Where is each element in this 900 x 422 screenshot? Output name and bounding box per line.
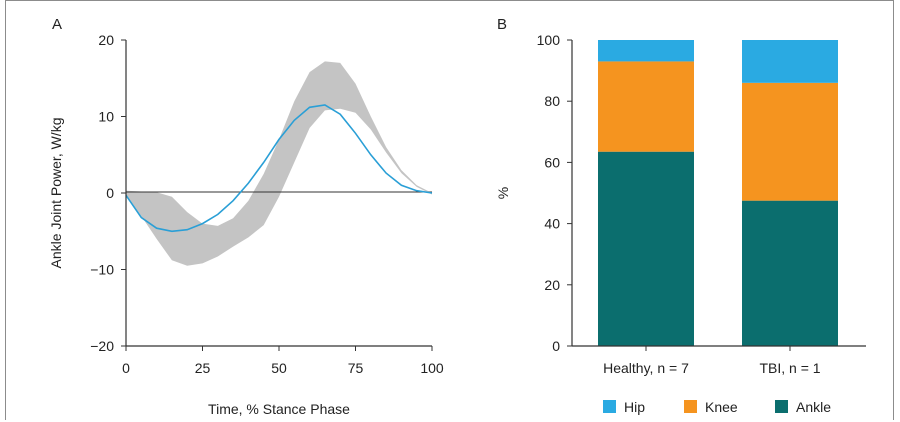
x-tick-label: 25 xyxy=(195,360,211,376)
bar-hip-1 xyxy=(742,40,838,83)
y-tick-label: −20 xyxy=(90,338,114,354)
bar-hip-0 xyxy=(598,40,694,62)
variability-band xyxy=(126,61,432,266)
series-layer xyxy=(125,104,433,233)
y-ticks: 0 20 40 60 80 100 xyxy=(537,32,572,354)
y-axis-label: % xyxy=(495,187,511,199)
y-tick-label: 10 xyxy=(98,109,114,125)
x-axis-label: Time, % Stance Phase xyxy=(208,401,350,417)
x-tick-label: 0 xyxy=(122,360,130,376)
y-tick-label: 20 xyxy=(544,277,560,293)
y-tick-label: −10 xyxy=(90,262,114,278)
legend: Hip Knee Ankle xyxy=(603,399,831,415)
panel-b-label: B xyxy=(497,16,507,33)
x-tick-label: TBI, n = 1 xyxy=(759,360,820,376)
figure-frame xyxy=(5,0,894,420)
x-tick-label: 100 xyxy=(420,360,444,376)
legend-label-hip: Hip xyxy=(624,399,645,415)
y-tick-label: 0 xyxy=(552,338,560,354)
x-ticks: 0 25 50 75 100 xyxy=(122,346,444,376)
band-layer xyxy=(126,61,432,266)
bar-knee-1 xyxy=(742,82,838,201)
panel-a-label: A xyxy=(52,16,62,33)
bar-knee-0 xyxy=(598,61,694,152)
axes xyxy=(571,40,866,347)
legend-swatch-hip xyxy=(603,400,616,413)
bar-ankle-0 xyxy=(598,151,694,346)
bars xyxy=(598,40,838,346)
y-axis-label: Ankle Joint Power, W/kg xyxy=(48,118,64,269)
legend-swatch-knee xyxy=(684,400,697,413)
x-ticks: Healthy, n = 7 TBI, n = 1 xyxy=(603,346,821,376)
x-tick-label: Healthy, n = 7 xyxy=(603,360,689,376)
legend-label-knee: Knee xyxy=(705,399,738,415)
legend-label-ankle: Ankle xyxy=(796,399,831,415)
y-ticks: −20 −10 0 10 20 xyxy=(90,32,126,354)
y-tick-label: 40 xyxy=(544,216,560,232)
x-tick-label: 75 xyxy=(348,360,364,376)
y-tick-label: 0 xyxy=(106,185,114,201)
y-tick-label: 20 xyxy=(98,32,114,48)
y-tick-label: 80 xyxy=(544,93,560,109)
series-line-0 xyxy=(125,104,433,233)
bar-ankle-1 xyxy=(742,200,838,346)
x-tick-label: 50 xyxy=(271,360,287,376)
panel-a: A −20 −10 0 10 20 0 25 50 75 100 Time, % Stance … xyxy=(48,16,444,417)
legend-swatch-ankle xyxy=(775,400,788,413)
y-tick-label: 60 xyxy=(544,154,560,170)
y-tick-label: 100 xyxy=(537,32,561,48)
